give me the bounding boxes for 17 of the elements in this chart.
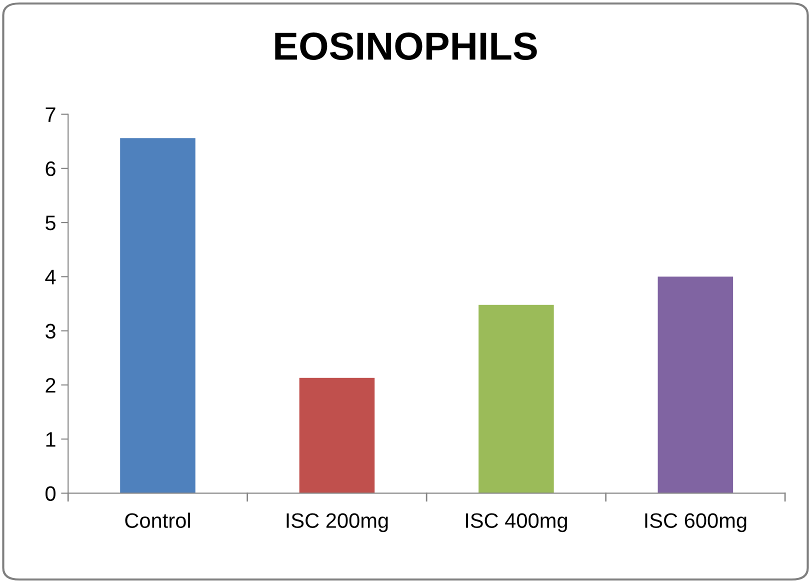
x-tick-label: Control — [125, 512, 190, 528]
bar — [658, 276, 734, 494]
x-tick-label: ISC 400mg — [466, 513, 567, 532]
y-tick-label: 5 — [46, 216, 56, 230]
y-tick-label: 3 — [46, 324, 56, 339]
bar — [478, 304, 554, 494]
chart-title: EOSINOPHILS — [275, 32, 537, 60]
bar — [120, 138, 196, 494]
x-tick-label: ISC 600mg — [645, 513, 746, 532]
y-tick-label: 0 — [46, 486, 56, 501]
bar — [299, 378, 375, 494]
y-tick-label: 2 — [46, 378, 56, 392]
y-tick-label: 4 — [45, 270, 56, 284]
y-tick-label: 6 — [46, 161, 56, 176]
y-tick-label: 7 — [46, 107, 56, 122]
y-tick-label: 1 — [46, 432, 56, 447]
x-tick-label: ISC 200mg — [286, 513, 388, 532]
